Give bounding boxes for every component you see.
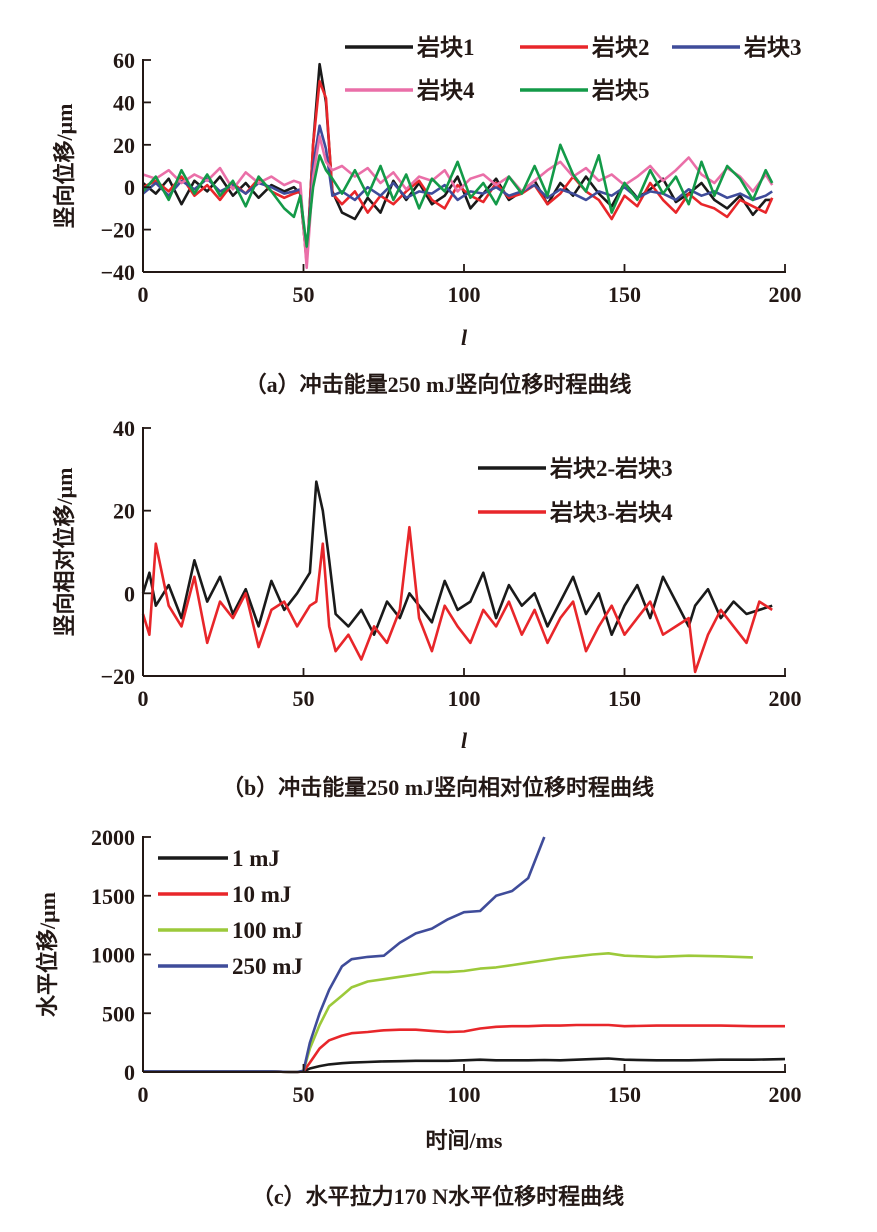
y-axis-label: 水平位移/μm [35,892,60,1017]
y-tick-label: 40 [113,416,135,441]
y-axis-label: 竖向相对位移/μm [52,468,77,637]
legend-label: 岩块2-岩块3 [549,456,673,481]
x-tick-label: 0 [138,1082,149,1107]
x-tick-label: 150 [608,1082,641,1107]
series-line-b-2 [141,525,773,674]
x-axis-label: 时间/ms [425,1128,502,1153]
y-tick-label: 60 [113,48,135,73]
x-tick-label: 0 [138,282,149,307]
x-axis-label: l [461,325,468,350]
x-tick-label: 200 [769,282,802,307]
y-tick-label: 40 [113,90,135,115]
legend-label: 1 mJ [232,846,280,871]
x-tick-label: 50 [293,686,315,711]
subplot-caption: （a）冲击能量250 mJ竖向位移时程曲线 [245,372,632,397]
legend-label: 100 mJ [232,918,303,943]
x-tick-label: 100 [448,1082,481,1107]
legend-label: 岩块3 [743,35,802,60]
legend-label: 岩块2 [591,35,650,60]
subplot-caption: （c）水平拉力170 N水平位移时程曲线 [252,1184,624,1209]
subplot-a: 0 50 100 150 200 −40 −20 0 20 40 60 l 竖向位移/μm （a）冲击能量… [52,35,802,397]
x-tick-label: 0 [138,686,149,711]
x-tick-label: 50 [293,282,315,307]
x-tick-label: 150 [608,282,641,307]
x-tick-label: 50 [293,1082,315,1107]
y-tick-label: 1500 [91,884,135,909]
y-tick-label: 500 [102,1001,135,1026]
y-axis-label: 竖向位移/μm [52,104,77,229]
legend: 岩块1 岩块2 岩块3 岩块4 岩块5 [345,35,802,103]
series-line-a-1 [142,62,773,263]
x-tick-label: 150 [608,686,641,711]
series-line-b-1 [141,480,773,636]
y-tick-label: −20 [100,218,135,243]
x-tick-label: 100 [448,282,481,307]
subplot-b: 0 50 100 150 200−2002040l竖向相对位移/μm（b）冲击能量250… [52,416,802,800]
series-line-a-2 [142,79,774,265]
x-axis-label: l [461,728,468,753]
legend: 岩块2-岩块3 岩块3-岩块4 [478,456,673,525]
subplot-caption: （b）冲击能量250 mJ竖向相对位移时程曲线 [222,775,654,800]
y-tick-label: 1000 [91,943,135,968]
legend-label: 10 mJ [232,882,291,907]
legend-label: 岩块3-岩块4 [549,500,673,525]
y-tick-label: −20 [100,664,135,689]
legend: 1 mJ 10 mJ 100 mJ 250 mJ [158,846,303,979]
y-tick-label: 0 [124,1060,135,1085]
y-tick-label: 0 [124,175,135,200]
y-tick-label: −40 [100,260,135,285]
legend-label: 岩块5 [591,78,650,103]
series-line-c-4 [143,836,546,1074]
legend-label: 岩块4 [416,78,475,103]
legend-label: 岩块1 [416,35,475,60]
x-tick-label: 100 [448,686,481,711]
y-tick-label: 20 [113,133,135,158]
x-tick-label: 200 [769,1082,802,1107]
y-tick-label: 0 [124,581,135,606]
x-tick-label: 200 [769,686,802,711]
series-line-a-5 [142,143,774,248]
subplot-c: 0 50 100 150 2000500100015002000时间/ms水平位移/μm… [35,825,802,1209]
legend-label: 250 mJ [232,954,303,979]
y-tick-label: 2000 [91,825,135,850]
y-tick-label: 20 [113,499,135,524]
